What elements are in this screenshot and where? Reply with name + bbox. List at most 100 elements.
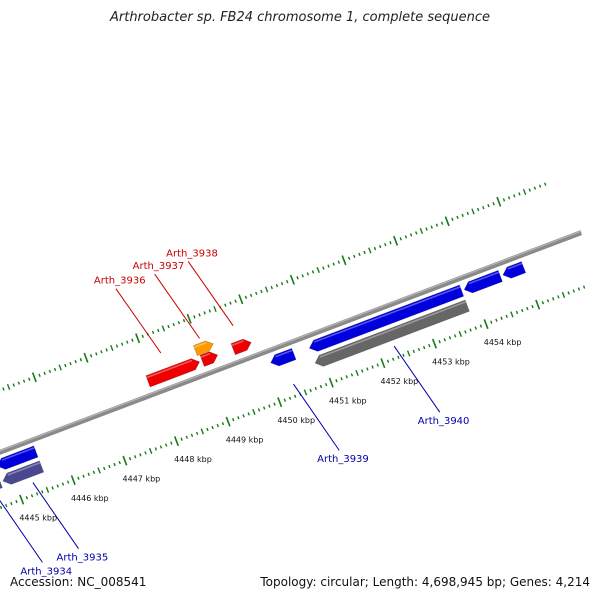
ruler-label: 4449 kbp [226,436,264,445]
reverse-ruler-tick [361,369,364,373]
forward-ruler-tick [120,342,124,346]
reverse-ruler-tick [328,377,334,388]
forward-ruler-tick [167,324,170,329]
reverse-ruler-tick [242,414,245,418]
forward-ruler-tick [43,371,46,375]
forward-ruler-tick [415,231,418,235]
reverse-ruler-tick [92,470,96,474]
forward-ruler-tick [409,233,413,237]
forward-ruler-tick [186,313,192,324]
ruler-label: 4452 kbp [381,377,419,386]
reverse-ruler-tick [577,287,581,291]
reverse-ruler-tick [144,451,147,455]
feature-arrow-reverse-cds [463,270,503,294]
feature-highlight [200,352,211,358]
forward-ruler-tick [451,217,454,221]
forward-ruler-tick [12,383,15,387]
ruler-label: 4445 kbp [19,514,57,523]
forward-ruler-tick [444,216,450,227]
ruler-label: 4448 kbp [174,455,212,464]
reverse-ruler-tick [51,486,54,490]
reverse-ruler-tick [66,480,70,484]
ruler-label: 4451 kbp [329,397,367,406]
forward-ruler-tick [28,377,31,381]
reverse-ruler-tick [521,308,524,313]
forward-ruler-tick [6,383,11,391]
feature-highlight [507,262,523,270]
gene-callout-line [154,273,200,339]
feature-highlight [468,271,500,285]
reverse-ruler-tick [546,299,550,303]
reverse-ruler-tick [531,304,534,309]
reverse-ruler-tick [170,441,173,445]
reverse-ruler-tick [268,404,271,408]
forward-ruler-tick [322,266,325,270]
forward-ruler-tick [161,325,166,332]
reverse-ruler-tick [35,492,39,496]
forward-ruler-tick [22,379,26,383]
forward-ruler-tick [337,260,341,264]
forward-ruler-tick [31,372,37,383]
reverse-ruler-tick [122,455,128,466]
forward-ruler-tick [53,367,57,372]
reverse-ruler-tick [431,338,437,349]
reverse-ruler-tick [366,367,369,371]
forward-ruler-tick [213,305,217,313]
forward-ruler-tick [289,274,295,285]
gene-label: Arth_3935 [57,553,109,564]
forward-ruler-tick [363,250,366,255]
forward-ruler-tick [482,205,485,210]
reverse-ruler-tick [134,455,137,459]
gene-callout-line [187,261,234,326]
reverse-ruler-tick [87,472,90,476]
reverse-ruler-tick [180,437,183,441]
reverse-ruler-tick [0,505,3,510]
reverse-ruler-tick [572,289,575,293]
forward-ruler-tick [198,313,201,317]
forward-ruler-tick [17,381,21,385]
forward-ruler-tick [419,227,424,235]
reverse-ruler-tick [402,353,405,357]
reverse-ruler-tick [5,503,8,508]
forward-ruler-tick [306,272,310,276]
forward-ruler-tick [518,192,521,196]
forward-ruler-tick [244,295,248,299]
reverse-ruler-tick [56,484,59,488]
gene-callout-line [115,288,162,354]
gene-label: Arth_3940 [418,416,470,427]
forward-ruler-tick [544,182,547,186]
forward-ruler-tick [502,198,506,202]
forward-ruler-tick [327,264,330,268]
forward-ruler-tick [193,315,196,319]
forward-ruler-tick [440,221,444,225]
forward-ruler-tick [332,262,335,266]
reverse-ruler-tick [273,402,276,406]
reverse-ruler-tick [77,476,80,480]
reverse-ruler-tick [82,474,85,478]
reverse-ruler-tick [216,423,219,428]
forward-ruler-tick [203,311,206,315]
reverse-ruler-tick [515,310,519,315]
reverse-ruler-tick [474,326,477,330]
reverse-ruler-tick [206,427,209,432]
reverse-ruler-tick [128,457,132,461]
forward-ruler-tick [105,348,108,352]
reverse-ruler-tick [232,418,235,422]
backbone-line [0,230,583,455]
forward-ruler-tick [430,225,433,229]
feature-arrow-reverse-gene [314,299,470,367]
reverse-ruler-tick [314,386,317,391]
reverse-ruler-tick [118,460,121,465]
forward-ruler-tick [368,247,372,254]
reverse-ruler-tick [340,377,343,381]
reverse-ruler-tick [428,343,431,348]
forward-ruler-tick [264,286,269,293]
reverse-ruler-tick [97,467,101,474]
reverse-ruler-tick [211,425,214,430]
reverse-ruler-tick [541,301,545,305]
reverse-ruler-tick [288,396,292,400]
accession-text: Accession: NC_008541 [10,575,147,589]
feature-arrow-reverse-cds [308,284,465,352]
ruler-label: 4453 kbp [432,358,470,367]
forward-ruler-tick [280,281,284,286]
